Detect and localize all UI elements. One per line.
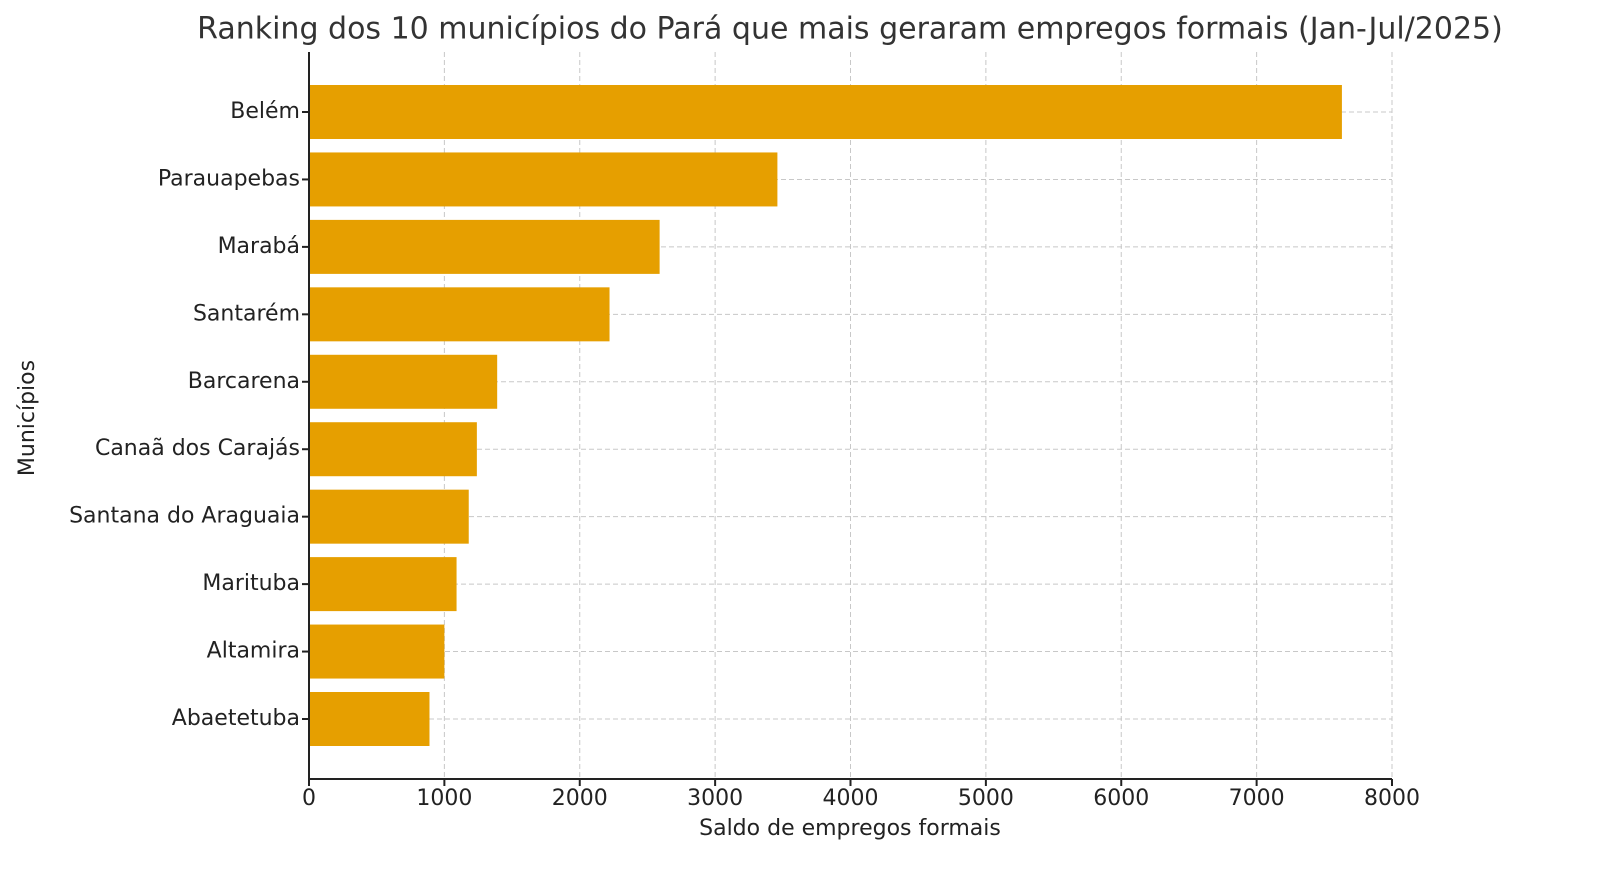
y-tick-label: Canaã dos Carajás [95,436,300,461]
bar [309,557,457,612]
y-tick-label: Belém [230,99,300,124]
bar [309,624,445,679]
x-tick-label: 7000 [1229,786,1285,811]
x-tick-label: 6000 [1093,786,1149,811]
y-tick-label: Marituba [202,571,300,596]
y-axis-label: Municípios [15,360,40,476]
y-tick-label: Santana do Araguaia [69,504,300,529]
y-tick-label: Altamira [207,639,300,664]
bar [309,287,610,342]
x-tick-label: 4000 [823,786,879,811]
y-tick-label: Santarém [193,301,300,326]
y-tick-label: Parauapebas [158,166,300,191]
bar [309,489,469,544]
bar [309,692,430,746]
x-tick-label: 0 [302,786,316,811]
x-tick-label: 8000 [1364,786,1420,811]
bar [309,85,1342,139]
x-tick-label: 5000 [958,786,1014,811]
y-tick-label: Barcarena [188,369,300,394]
y-tick-label: Abaetetuba [172,706,300,731]
bar [309,354,498,409]
bar [309,422,477,477]
bar [309,219,660,274]
x-tick-label: 2000 [552,786,608,811]
x-tick-label: 3000 [687,786,743,811]
bar [309,152,778,207]
x-tick-label: 1000 [416,786,472,811]
y-tick-label: Marabá [218,234,300,259]
x-axis-label: Saldo de empregos formais [699,816,1001,841]
chart-title: Ranking dos 10 municípios do Pará que ma… [197,12,1503,47]
